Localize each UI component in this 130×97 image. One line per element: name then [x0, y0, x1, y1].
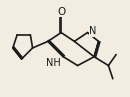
Text: NH: NH [46, 58, 61, 68]
Text: O: O [58, 7, 66, 17]
Text: N: N [89, 26, 97, 36]
